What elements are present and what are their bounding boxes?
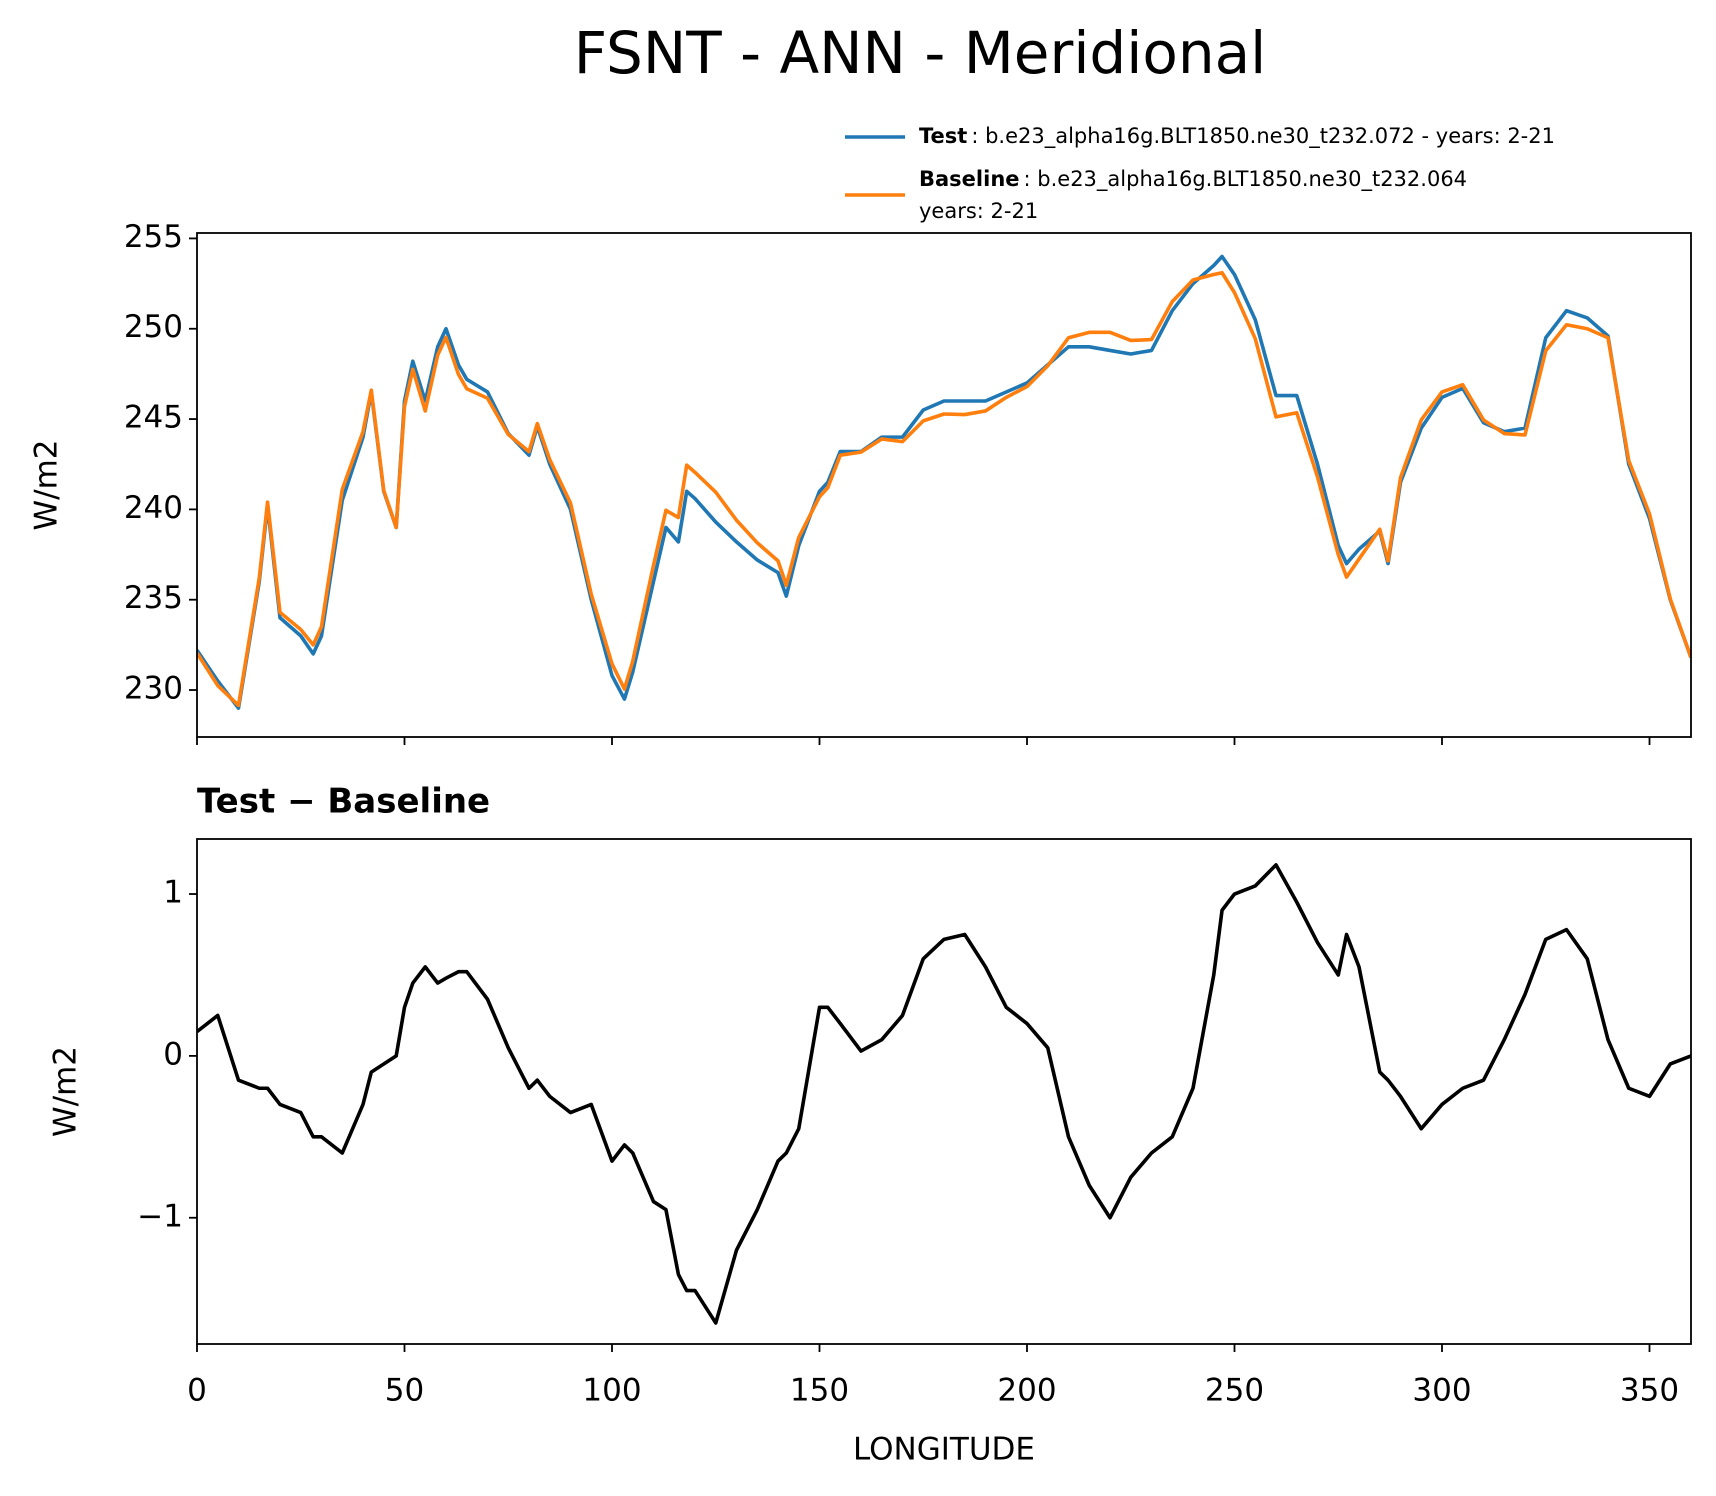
y-tick-label: 0 [163,1036,183,1072]
x-tick-label: 50 [385,1373,424,1409]
series-line [197,270,1691,708]
y-tick-label: 230 [124,671,183,707]
axes-frame [196,838,1692,1345]
x-tick-label: 300 [1412,1373,1471,1409]
x-tick-label: 350 [1620,1373,1679,1409]
x-axis-label: LONGITUDE [853,1432,1035,1468]
x-tick-label: 0 [187,1373,207,1409]
legend-description: : b.e23_alpha16g.BLT1850.ne30_t232.064 [1024,167,1468,192]
y-tick-label: 240 [124,490,183,526]
y-tick-label: 235 [124,580,183,616]
x-tick-label: 150 [790,1373,849,1409]
y-axis-label: W/m2 [48,1046,84,1137]
axes-frame [196,232,1692,738]
chart-title: FSNT - ANN - Meridional [574,19,1267,87]
legend-name: Baseline [919,167,1020,191]
y-axis-label: W/m2 [29,439,65,530]
x-tick-label: 200 [997,1373,1056,1409]
y-tick-label: 1 [163,875,183,911]
panel-title: Test − Baseline [197,782,490,822]
legend-name: Test [919,124,967,148]
x-tick-label: 100 [582,1373,641,1409]
diff-line [197,863,1691,1325]
y-tick-label: 250 [124,309,183,345]
legend-description: : b.e23_alpha16g.BLT1850.ne30_t232.072 -… [971,124,1555,149]
y-tick-label: 255 [124,219,183,255]
y-tick-label: 245 [124,400,183,436]
x-tick-label: 250 [1205,1373,1264,1409]
y-tick-label: −1 [137,1198,183,1234]
legend-description: years: 2-21 [919,199,1038,223]
